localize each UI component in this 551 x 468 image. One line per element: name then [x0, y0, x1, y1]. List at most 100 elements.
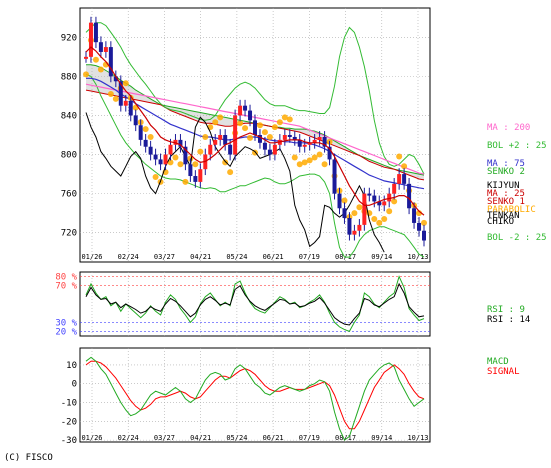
candle-body-63: [397, 174, 402, 184]
candle-body-53: [347, 218, 352, 235]
parabolic-dot-3: [97, 66, 104, 73]
candle-body-61: [387, 193, 392, 202]
parabolic-dot-2: [92, 56, 99, 63]
macd-frame: [79, 347, 431, 443]
candle-body-3: [98, 42, 103, 52]
price-date-label-6: 07/19: [299, 253, 320, 261]
price-legend-8: TENKAN: [487, 211, 520, 221]
candle-body-65: [407, 183, 412, 209]
macd-tick-label-2: -10: [61, 399, 77, 409]
candle-body-29: [228, 144, 233, 155]
rsi-tick-low-1: 20 %: [55, 327, 77, 337]
parabolic-dot-62: [391, 198, 398, 205]
ma25-line: [85, 46, 425, 216]
candle-body-16: [163, 154, 168, 165]
candle-body-20: [183, 146, 188, 165]
candle-body-14: [153, 154, 158, 160]
candle-body-32: [243, 105, 248, 111]
parabolic-dot-33: [247, 134, 254, 141]
candle-body-44: [302, 144, 307, 147]
price-date-label-5: 06/21: [263, 253, 284, 261]
macd-date-label-3: 04/21: [190, 434, 211, 442]
price-date-label-0: 01/26: [81, 253, 102, 261]
macd-date-label-1: 02/24: [118, 434, 139, 442]
candle-body-49: [327, 146, 332, 160]
macd-date-label-7: 08/17: [335, 434, 356, 442]
parabolic-dot-22: [192, 161, 199, 168]
parabolic-dot-52: [341, 197, 348, 204]
parabolic-dot-18: [172, 154, 179, 161]
candle-body-68: [422, 230, 426, 241]
candle-body-40: [282, 135, 287, 140]
price-legend-0: MA : 200: [487, 123, 530, 133]
price-panel: 720 760 800 840 880 920 01/26 02/24 03/27 04/21 05…: [61, 7, 431, 263]
candle-body-55: [357, 224, 362, 231]
candle-body-45: [307, 142, 312, 145]
price-date-label-2: 03/27: [154, 253, 175, 261]
rsi-legend-0: RSI : 9: [487, 305, 525, 315]
price-legend-5: MA : 25: [487, 189, 525, 199]
candle-body-0: [84, 56, 88, 59]
credit-text: (C) FISCO: [4, 453, 53, 463]
candle-body-34: [253, 120, 257, 135]
parabolic-dot-23: [197, 148, 204, 155]
candle-body-22: [193, 176, 198, 182]
candle-body-6: [113, 76, 118, 82]
candle-body-8: [123, 100, 128, 106]
macd-date-label-0: 01/26: [81, 434, 102, 442]
candle-body-2: [93, 22, 98, 43]
rsi-tick-high-1: 70 %: [55, 282, 77, 292]
parabolic-dot-19: [177, 161, 184, 168]
price-date-label-3: 04/21: [190, 253, 211, 261]
parabolic-dot-68: [421, 219, 427, 226]
parabolic-dot-64: [401, 163, 408, 170]
candle-body-52: [342, 208, 347, 219]
parabolic-dot-40: [281, 114, 288, 121]
price-date-label-4: 05/24: [226, 253, 247, 261]
candle-body-57: [367, 193, 372, 196]
macd-line: [85, 356, 425, 441]
parabolic-dot-59: [376, 219, 383, 226]
macd-tick-label-1: 0: [72, 380, 77, 390]
candle-body-1: [88, 22, 93, 57]
parabolic-dot-17: [167, 159, 174, 166]
parabolic-dot-14: [152, 174, 159, 181]
candle-body-37: [267, 149, 272, 155]
parabolic-dot-41: [286, 116, 293, 123]
candle-body-38: [272, 144, 277, 155]
parabolic-dot-63: [396, 153, 403, 160]
parabolic-dot-27: [217, 114, 224, 121]
price-legend-9: CHIKO: [487, 217, 514, 227]
candle-body-10: [133, 115, 138, 126]
macd-legend-0: MACD: [487, 357, 509, 367]
rsi-tick-high-0: 80 %: [55, 273, 77, 283]
parabolic-dot-42: [291, 154, 298, 161]
candle-body-19: [178, 139, 183, 147]
candle-body-12: [143, 139, 148, 147]
price-legend-10: BOL -2 : 25: [487, 233, 547, 243]
price-tick-label-0: 720: [61, 229, 77, 239]
candle-body-28: [223, 135, 228, 145]
parabolic-dot-55: [356, 204, 363, 211]
candle-body-41: [287, 135, 292, 137]
price-legend-4: KIJYUN: [487, 181, 520, 191]
macd-date-label-9: 10/13: [407, 434, 428, 442]
candle-body-26: [213, 139, 218, 145]
candle-body-67: [417, 222, 422, 231]
parabolic-dot-6: [112, 95, 119, 102]
rsi14-line: [85, 282, 425, 326]
parabolic-dot-38: [271, 124, 278, 131]
rsi-panel: 80 %70 % 30 %20 %: [55, 271, 431, 337]
macd-panel: 10 0 -10 -20 -30 01/26 02/24 03/27 04/21 05/24 06/…: [61, 347, 431, 446]
price-tick-label-1: 760: [61, 190, 77, 200]
candle-body-4: [103, 47, 108, 52]
rsi-frame: [79, 271, 431, 337]
price-legend-3: SENKO 2: [487, 167, 525, 177]
parabolic-dot-35: [256, 122, 263, 129]
price-legend-6: SENKO 1: [487, 197, 525, 207]
macd-date-label-4: 05/24: [226, 434, 247, 442]
parabolic-dot-61: [386, 208, 393, 215]
candle-body-64: [402, 174, 407, 184]
